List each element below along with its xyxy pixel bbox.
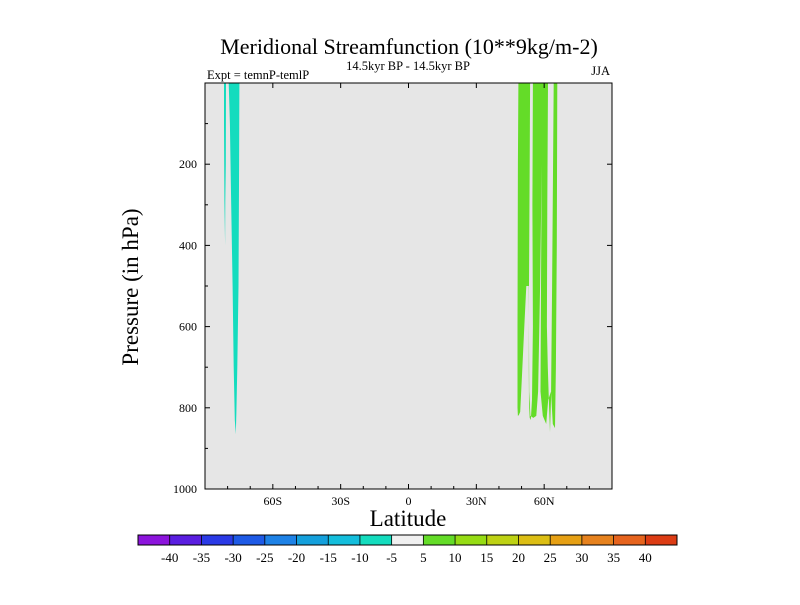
contour-region-negative-1 [224, 83, 226, 246]
colorbar-label: 25 [544, 550, 557, 565]
colorbar-box [169, 535, 202, 545]
x-axis-label: Latitude [370, 506, 447, 531]
colorbar-label: -30 [224, 550, 241, 565]
y-tick-label: 600 [179, 320, 197, 334]
contour-region-positive-3 [517, 83, 558, 433]
contour-region-negative-2 [228, 83, 240, 435]
colorbar-label: -25 [256, 550, 273, 565]
colorbar-box [613, 535, 646, 545]
colorbar-label: 40 [639, 550, 652, 565]
colorbar-box [645, 535, 678, 545]
season-label: JJA [591, 64, 610, 78]
experiment-label: Expt = temnP-temlP [207, 68, 309, 82]
colorbar-label: 10 [449, 550, 462, 565]
colorbar-label: 5 [420, 550, 427, 565]
x-tick-label: 30S [331, 494, 350, 508]
colorbar-box [518, 535, 551, 545]
contour-regions [224, 83, 558, 435]
colorbar-box [486, 535, 519, 545]
colorbar-label: 20 [512, 550, 525, 565]
colorbar-box [455, 535, 488, 545]
colorbar-label: 30 [575, 550, 588, 565]
y-axis: 200 400 600 800 1000 [173, 123, 612, 496]
colorbar-frame [137, 534, 678, 546]
colorbar-label: -40 [161, 550, 178, 565]
x-axis: 60S 30S 0 30N 60N [227, 83, 590, 508]
colorbar-box [264, 535, 297, 545]
y-tick-label: 400 [179, 238, 197, 252]
y-tick-label: 200 [179, 157, 197, 171]
chart-title: Meridional Streamfunction (10**9kg/m-2) [220, 34, 598, 59]
colorbar-box [296, 535, 329, 545]
x-tick-label: 0 [406, 494, 412, 508]
colorbar-label: 15 [480, 550, 493, 565]
x-tick-label: 30N [466, 494, 487, 508]
y-tick-label: 1000 [173, 482, 197, 496]
colorbar-box [423, 535, 456, 545]
colorbar-label: 35 [607, 550, 620, 565]
colorbar-box [233, 535, 266, 545]
colorbar-label: -15 [320, 550, 337, 565]
colorbar: -40 -35 -30 -25 -20 -15 -10 -5 5 10 15 20 25 30 35 40 [137, 534, 678, 565]
colorbar-box [359, 535, 392, 545]
colorbar-box [550, 535, 583, 545]
colorbar-box [138, 535, 171, 545]
colorbar-box [391, 535, 424, 545]
colorbar-label: -5 [386, 550, 397, 565]
colorbar-label: -20 [288, 550, 305, 565]
x-tick-label: 60S [263, 494, 282, 508]
x-tick-label: 60N [534, 494, 555, 508]
colorbar-label: -35 [193, 550, 210, 565]
colorbar-box [201, 535, 234, 545]
plot-area [205, 83, 612, 489]
y-tick-label: 800 [179, 401, 197, 415]
colorbar-box [581, 535, 614, 545]
colorbar-box [328, 535, 361, 545]
y-axis-label: Pressure (in hPa) [118, 208, 143, 365]
colorbar-label: -10 [351, 550, 368, 565]
time-range-label: 14.5kyr BP - 14.5kyr BP [346, 59, 470, 73]
